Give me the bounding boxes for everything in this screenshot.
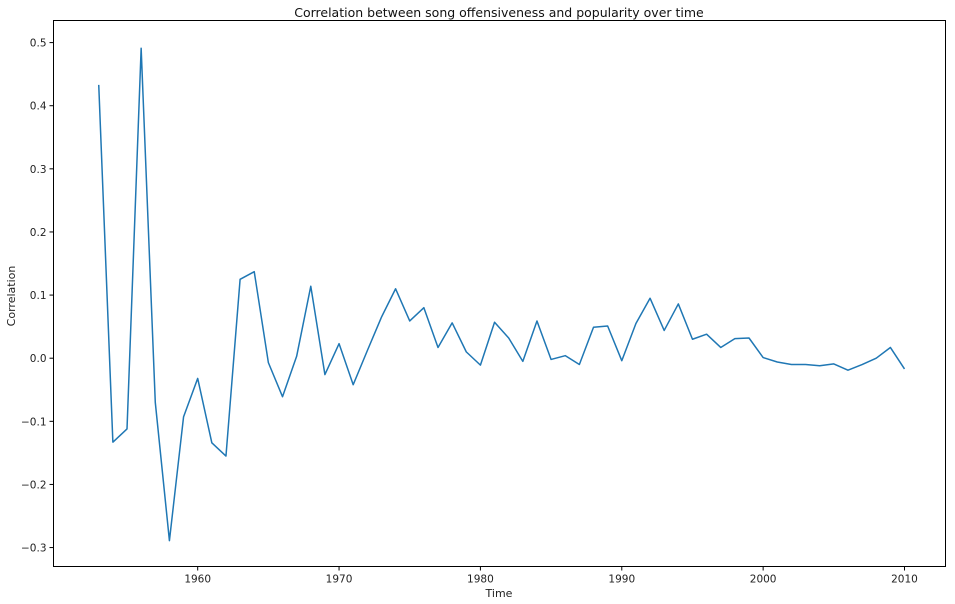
y-tick-label: 0.5 <box>30 38 47 50</box>
x-tick-label: 1990 <box>608 574 635 586</box>
x-tick-label: 2000 <box>750 574 777 586</box>
y-axis: −0.3 −0.2 −0.1 0.0 0.1 0.2 0.3 0.4 0.5 <box>21 38 54 555</box>
x-tick-label: 2010 <box>891 574 918 586</box>
y-tick-label: 0.3 <box>30 164 47 176</box>
x-tick-label: 1980 <box>467 574 494 586</box>
plot-frame <box>53 20 946 567</box>
y-tick-label: 0.2 <box>30 227 47 239</box>
y-tick-label: 0.4 <box>30 101 47 113</box>
y-tick-label: −0.3 <box>21 543 47 555</box>
y-tick-label: 0.1 <box>30 290 47 302</box>
y-tick-label: −0.2 <box>21 479 47 491</box>
x-axis-title: Time <box>485 587 513 600</box>
y-tick-label: −0.1 <box>21 416 47 428</box>
x-axis: 1960 1970 1980 1990 2000 2010 <box>184 566 918 586</box>
chart-title: Correlation between song offensiveness a… <box>294 5 704 20</box>
y-tick-label: 0.0 <box>30 353 47 365</box>
x-tick-label: 1970 <box>326 574 353 586</box>
series-line <box>97 47 906 542</box>
y-axis-title: Correlation <box>5 266 18 327</box>
x-tick-label: 1960 <box>184 574 211 586</box>
